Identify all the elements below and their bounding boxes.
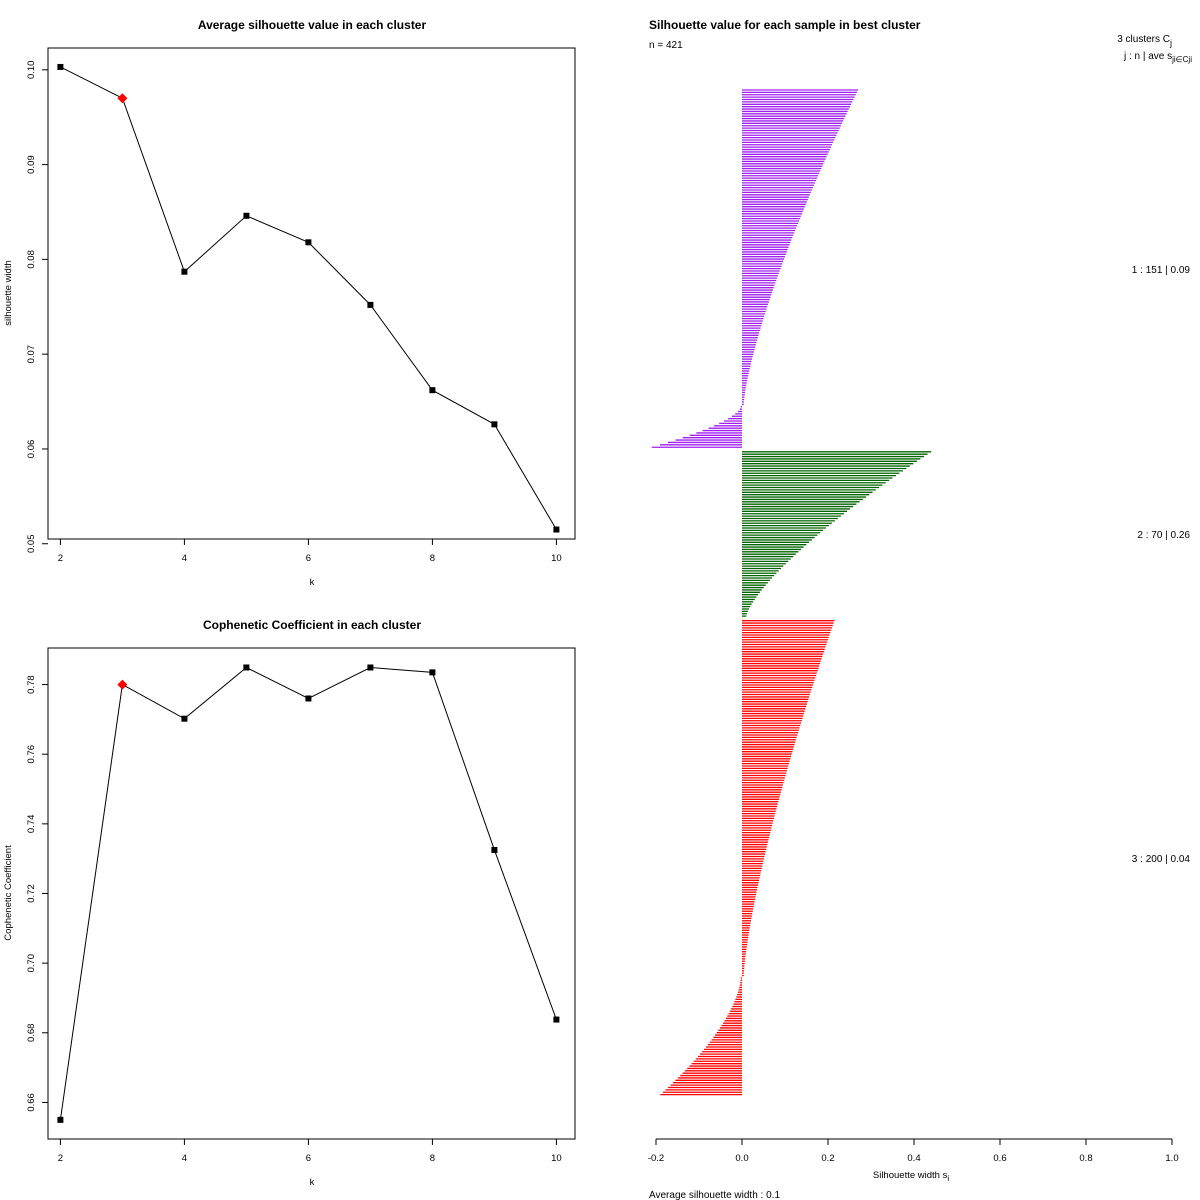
data-point <box>429 387 436 394</box>
y-tick-label: 0.76 <box>26 745 37 764</box>
x-tick-label: 0.4 <box>907 1153 920 1164</box>
series-path <box>60 66 557 530</box>
x-tick-label: 10 <box>551 1153 562 1164</box>
x-tick-label: -0.2 <box>648 1153 664 1164</box>
x-tick-label: 6 <box>306 1153 311 1164</box>
data-point <box>243 664 250 671</box>
x-axis-label-sub: i <box>947 1174 949 1183</box>
x-tick-label: 0.2 <box>821 1153 834 1164</box>
y-tick-label: 0.66 <box>26 1093 37 1112</box>
cophenetic-line-chart: Cophenetic Coefficient in each cluster 2… <box>3 618 576 1188</box>
x-tick-label: 6 <box>306 553 311 564</box>
x-axis-label: k <box>310 577 315 588</box>
best-k-point <box>117 679 128 690</box>
series-path <box>59 666 557 1120</box>
x-axis: 2 4 6 8 10 <box>58 539 562 564</box>
data-point <box>305 695 312 702</box>
data-point <box>491 421 498 428</box>
y-tick-label: 0.74 <box>26 815 37 834</box>
x-tick-label: 4 <box>182 553 187 564</box>
plot-frame <box>47 647 576 1140</box>
x-tick-label: 8 <box>430 1153 435 1164</box>
x-tick-label: 2 <box>58 1153 63 1164</box>
x-tick-label: 4 <box>182 1153 187 1164</box>
x-tick-label: 2 <box>58 553 63 564</box>
data-point <box>305 239 312 246</box>
cluster-legend-entry: 2 : 70 | 0.26 <box>1137 530 1190 541</box>
x-tick-label: 8 <box>430 553 435 564</box>
y-tick-label: 0.08 <box>26 250 37 269</box>
x-tick-label: 10 <box>551 553 562 564</box>
y-tick-label: 0.05 <box>26 534 37 553</box>
x-axis-label-text: Silhouette width s <box>873 1170 948 1181</box>
legend-header-sub-i: i <box>1190 55 1192 64</box>
legend-header-sub-set: i∈Cj <box>1174 55 1191 64</box>
x-tick-label: 1.0 <box>1165 1153 1178 1164</box>
clusters-header: 3 clusters Cj <box>1117 34 1172 48</box>
cluster-legend-entry: 3 : 200 | 0.04 <box>1132 854 1191 865</box>
x-tick-label: 0.8 <box>1079 1153 1092 1164</box>
sample-count: n = 421 <box>649 40 683 51</box>
data-point <box>553 1016 560 1023</box>
x-axis: -0.2 0.0 0.2 0.4 0.6 0.8 1.0 <box>648 1139 1179 1164</box>
data-point <box>181 715 188 722</box>
y-tick-label: 0.09 <box>26 155 37 174</box>
y-tick-label: 0.72 <box>26 884 37 903</box>
y-tick-label: 0.70 <box>26 954 37 973</box>
x-axis-label: Silhouette width si <box>873 1170 949 1183</box>
legend-header-text: j : n | ave s <box>1123 51 1172 62</box>
legend-header: j : n | ave sji∈Cji <box>1123 51 1192 64</box>
data-point <box>57 1116 64 1123</box>
chart-title: Average silhouette value in each cluster <box>198 18 427 32</box>
x-axis-label: k <box>310 1177 315 1188</box>
data-point <box>367 664 374 671</box>
plot-frame <box>47 47 576 540</box>
y-tick-label: 0.68 <box>26 1024 37 1043</box>
x-axis: 2 4 6 8 10 <box>58 1139 562 1164</box>
y-tick-label: 0.10 <box>26 61 37 80</box>
chart-title: Silhouette value for each sample in best… <box>649 18 921 32</box>
average-silhouette-width: Average silhouette width : 0.1 <box>649 1190 780 1200</box>
y-axis: 0.05 0.06 0.07 0.08 0.09 0.10 <box>26 61 48 553</box>
data-point <box>57 63 64 70</box>
y-tick-label: 0.78 <box>26 675 37 694</box>
series-line <box>57 664 560 1123</box>
silhouette-line-chart: Average silhouette value in each cluster… <box>3 18 576 588</box>
chart-title: Cophenetic Coefficient in each cluster <box>203 618 421 632</box>
x-tick-label: 0.0 <box>735 1153 748 1164</box>
cluster-legend: 1 : 151 | 0.09 2 : 70 | 0.26 3 : 200 | 0.0… <box>1132 265 1191 865</box>
silhouette-bar-plot: Silhouette value for each sample in best… <box>648 18 1192 1200</box>
data-point <box>181 268 188 275</box>
data-point <box>429 669 436 676</box>
clusters-header-sub: j <box>1169 38 1172 48</box>
y-tick-label: 0.07 <box>26 345 37 364</box>
silhouette-bars <box>651 89 932 1096</box>
data-point <box>553 526 560 533</box>
y-axis: 0.66 0.68 0.70 0.72 0.74 0.76 0.78 <box>26 675 48 1112</box>
y-tick-label: 0.06 <box>26 440 37 459</box>
data-point <box>243 212 250 219</box>
best-k-point <box>117 93 128 104</box>
y-axis-label: Cophenetic Coefficient <box>3 845 14 941</box>
legend-header-sub-j: j <box>1171 55 1174 64</box>
data-point <box>367 301 374 308</box>
y-axis-label: silhouette width <box>3 260 14 325</box>
data-point <box>491 846 498 853</box>
cluster-legend-entry: 1 : 151 | 0.09 <box>1132 265 1191 276</box>
series-line <box>57 63 560 533</box>
clusters-header-text: 3 clusters C <box>1117 34 1170 45</box>
x-tick-label: 0.6 <box>993 1153 1006 1164</box>
